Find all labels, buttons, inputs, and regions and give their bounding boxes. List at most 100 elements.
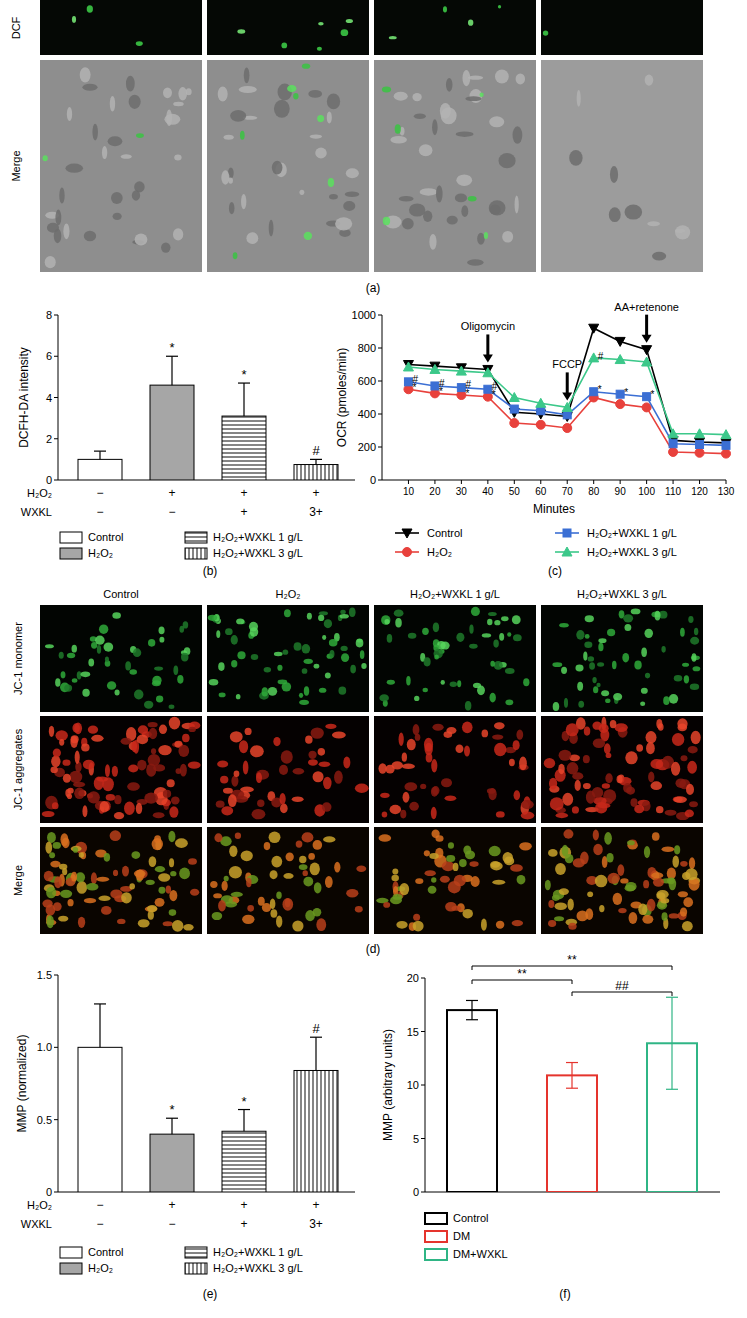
series-marker [643, 393, 651, 401]
micrograph [374, 60, 536, 272]
cell-signal [494, 743, 506, 756]
cell-signal [690, 637, 699, 645]
cell-signal [489, 693, 495, 703]
x-tick-label: 20 [429, 486, 441, 497]
cell-signal [509, 759, 515, 766]
series-marker [456, 366, 466, 375]
cell-signal [496, 921, 504, 929]
cell-signal [617, 864, 624, 876]
series-marker [484, 385, 492, 393]
cell-signal [229, 202, 235, 214]
row-label: Merge [12, 865, 24, 896]
cell-signal [70, 736, 77, 748]
error-cap [666, 1089, 678, 1090]
cell-signal [419, 144, 433, 156]
y-tick-label: 2 [46, 433, 52, 445]
cell-signal [423, 688, 428, 693]
cell-signal [459, 859, 467, 867]
panel-label: (c) [548, 564, 562, 578]
cell-signal [455, 744, 463, 753]
event-arrowhead [483, 354, 493, 362]
cell-signal [389, 36, 397, 39]
cell-signal [545, 880, 551, 891]
cell-signal [43, 155, 48, 161]
cell-signal [98, 896, 110, 901]
bar [150, 1134, 194, 1192]
cell-signal [598, 643, 603, 652]
cell-signal [155, 866, 165, 872]
y-tick [421, 1138, 425, 1139]
cell-signal [63, 223, 69, 239]
legend-swatch [60, 532, 82, 543]
error-cap [566, 1088, 578, 1089]
cell-signal [577, 682, 583, 691]
cell-signal [268, 687, 277, 696]
figure: DCFMerge(a)ControlH₂O₂H₂O₂+WXKL 1 g/LH₂O… [0, 0, 747, 1318]
cell-signal [114, 795, 121, 804]
cell-signal [239, 86, 257, 93]
cell-signal [501, 616, 509, 621]
legend-swatch [425, 1213, 447, 1224]
cell-signal [292, 797, 304, 802]
cell-signal [308, 751, 316, 759]
cell-signal [49, 852, 55, 858]
cell-signal [231, 660, 237, 667]
cell-signal [112, 612, 121, 619]
error-cap [166, 1118, 178, 1119]
cell-signal [177, 675, 183, 684]
cell-signal [675, 778, 686, 787]
cell-signal [108, 136, 123, 146]
cell-signal [73, 782, 85, 788]
series-marker [457, 384, 465, 392]
legend-swatch [425, 1231, 447, 1242]
cell-signal [642, 915, 653, 924]
column-label: H₂O₂ [275, 588, 300, 600]
cell-signal [548, 900, 554, 908]
cell-signal [442, 861, 455, 871]
cell-signal [440, 876, 450, 883]
cell-signal [86, 883, 98, 890]
cell-signal [236, 694, 241, 699]
cell-signal [482, 633, 491, 637]
cell-signal [158, 745, 171, 755]
micrograph [207, 827, 369, 934]
cell-signal [111, 192, 123, 204]
micrograph [40, 716, 202, 823]
y-tick-label: 10 [407, 1079, 419, 1091]
cell-signal [264, 667, 271, 673]
cell-signal [651, 872, 663, 878]
cell-signal [59, 652, 64, 659]
cell-signal [144, 792, 158, 803]
cell-signal [88, 791, 100, 803]
y-tick-label: 800 [358, 342, 376, 354]
event-label: AA+retenone [614, 301, 679, 313]
cell-signal [361, 663, 366, 669]
cell-signal [317, 115, 324, 122]
cell-signal [236, 619, 244, 625]
y-tick [421, 1192, 425, 1193]
cell-signal [469, 644, 477, 649]
cell-signal [335, 217, 352, 230]
row-label: Merge [10, 150, 22, 181]
cell-signal [568, 923, 576, 930]
cell-signal [113, 213, 122, 220]
cell-signal [390, 896, 402, 904]
cell-signal [256, 772, 262, 783]
cell-signal [674, 675, 682, 682]
cell-signal [692, 653, 697, 662]
y-tick-label: 8 [46, 309, 52, 321]
cell-signal [235, 832, 241, 839]
cell-signal [65, 164, 83, 173]
series-marker [695, 448, 704, 457]
cell-signal [392, 868, 398, 874]
cell-signal [447, 216, 458, 225]
legend-label: H₂O₂+WXKL 3 g/L [213, 547, 303, 559]
y-tick-label: 200 [358, 441, 376, 453]
cell-signal [163, 790, 171, 798]
event-arrowhead [562, 392, 572, 400]
series-marker [431, 382, 439, 390]
y-axis-label: MMP (normalized) [15, 1035, 29, 1133]
cell-signal [188, 727, 195, 732]
cell-signal [294, 642, 302, 650]
y-tick-label: 1000 [352, 309, 376, 321]
